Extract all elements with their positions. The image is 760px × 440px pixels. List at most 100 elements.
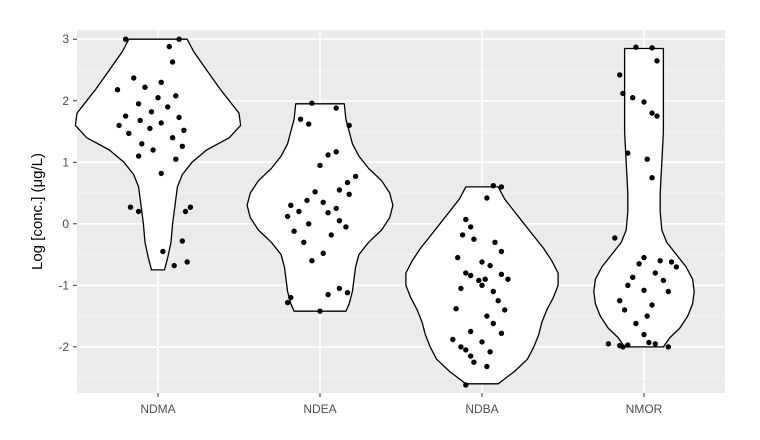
data-point-ndba (487, 262, 493, 269)
data-point-ndma (131, 75, 137, 81)
y-tick-label: 2 (62, 94, 69, 108)
data-point-ndma (135, 153, 142, 159)
data-point-ndma (179, 143, 185, 149)
data-point-nmor (641, 331, 647, 338)
data-point-ndma (150, 147, 156, 153)
data-point-ndba (490, 320, 496, 327)
data-point-ndma (182, 208, 189, 215)
data-point-ndea (309, 258, 315, 264)
data-point-ndea (301, 239, 307, 245)
data-point-nmor (668, 259, 675, 265)
data-point-ndma (169, 59, 176, 65)
data-point-ndea (312, 189, 318, 195)
data-point-ndma (155, 95, 161, 101)
data-point-ndba (459, 232, 466, 238)
data-point-ndea (306, 221, 312, 227)
data-point-nmor (641, 254, 647, 261)
data-point-ndma (158, 170, 164, 177)
data-point-ndea (291, 228, 297, 234)
data-point-ndea (325, 152, 331, 158)
data-point-nmor (630, 274, 636, 280)
data-point-ndea (333, 105, 339, 111)
data-point-ndea (317, 162, 323, 169)
data-point-ndea (304, 197, 310, 204)
data-point-ndea (346, 191, 352, 197)
data-point-nmor (649, 45, 655, 51)
data-point-ndea (284, 299, 291, 306)
data-point-nmor (617, 72, 623, 78)
data-point-nmor (617, 298, 623, 304)
violin-ndea (246, 103, 394, 312)
data-point-ndea (336, 285, 343, 292)
data-point-ndma (160, 248, 166, 255)
data-point-ndma (179, 238, 185, 244)
data-point-ndma (127, 204, 134, 210)
data-point-ndba (479, 259, 485, 265)
data-point-ndma (147, 125, 153, 132)
data-point-nmor (641, 287, 647, 293)
y-tick-label: 0 (62, 217, 69, 231)
data-point-ndba (484, 195, 490, 201)
data-point-ndba (463, 270, 469, 276)
data-point-ndba (463, 216, 469, 223)
data-point-ndma (148, 109, 155, 115)
data-point-ndea (309, 100, 315, 106)
data-point-ndma (122, 113, 129, 119)
data-point-nmor (630, 95, 636, 101)
data-point-ndba (463, 347, 469, 353)
data-point-ndma (173, 93, 179, 99)
data-point-ndea (284, 213, 291, 220)
data-point-nmor (625, 150, 631, 156)
data-point-ndba (505, 276, 511, 282)
y-axis: 3 2 1 0 -1 -2 (58, 32, 77, 354)
data-point-nmor (673, 264, 680, 270)
data-point-ndba (484, 313, 490, 319)
data-point-nmor (657, 258, 663, 264)
y-axis-title: Log [conc.] (μg/L) (29, 153, 46, 270)
data-point-ndma (176, 114, 182, 121)
data-point-ndma (158, 79, 164, 86)
data-point-ndea (333, 149, 339, 155)
x-tick-label: NDMA (140, 402, 175, 416)
data-point-ndea (317, 308, 323, 314)
data-point-ndba (458, 285, 464, 292)
data-point-nmor (665, 288, 671, 295)
data-point-ndba (450, 336, 456, 343)
data-point-ndea (320, 199, 326, 205)
data-point-ndea (344, 290, 351, 296)
data-point-ndba (468, 224, 474, 230)
data-point-nmor (665, 344, 671, 350)
data-point-ndea (325, 210, 331, 216)
data-point-nmor (636, 261, 642, 267)
data-point-ndba (453, 306, 459, 312)
data-point-nmor (646, 339, 652, 346)
data-point-nmor (620, 90, 626, 97)
data-point-ndma (142, 84, 148, 90)
data-point-ndba (490, 183, 496, 189)
data-point-ndma (122, 36, 129, 42)
data-point-nmor (652, 270, 658, 276)
data-point-ndea (288, 294, 294, 301)
data-point-ndea (343, 224, 349, 230)
data-point-nmor (649, 110, 655, 116)
data-point-nmor (633, 320, 639, 327)
data-point-ndba (476, 277, 482, 284)
y-tick-label: 3 (62, 32, 69, 46)
violin-ndma (74, 38, 242, 271)
data-point-ndma (171, 262, 177, 269)
data-point-ndba (495, 298, 501, 304)
data-point-ndea (297, 116, 304, 122)
data-point-ndea (296, 208, 302, 215)
data-point-ndea (325, 291, 331, 298)
y-tick-label: 1 (62, 155, 69, 169)
data-point-ndea (288, 202, 294, 208)
data-point-ndma (173, 156, 179, 162)
data-point-ndba (471, 359, 477, 365)
data-point-nmor (620, 344, 626, 350)
data-point-ndma (176, 36, 182, 42)
data-point-ndma (116, 122, 122, 129)
x-axis: NDMA NDEA NDBA NMOR (140, 393, 663, 416)
data-point-ndma (135, 101, 142, 107)
data-point-ndma (184, 259, 190, 265)
